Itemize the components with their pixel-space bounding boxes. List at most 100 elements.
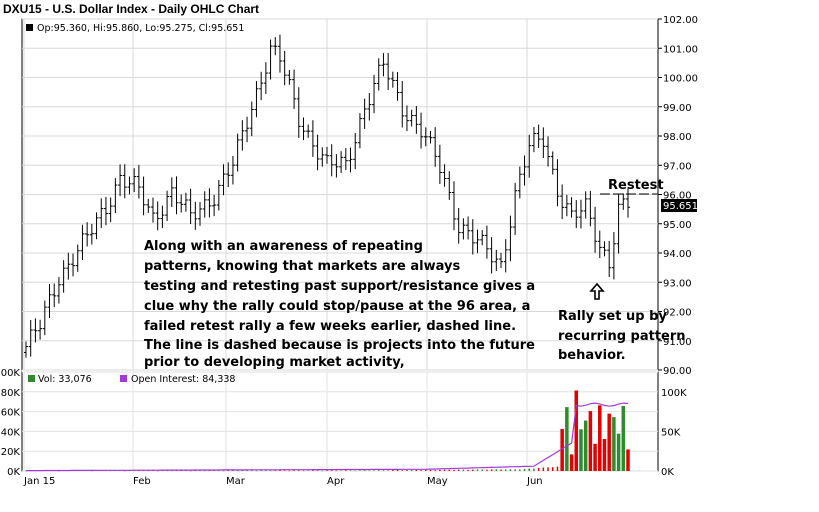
y-tick-label: 93.00 [663, 278, 692, 289]
ohlc-bar [113, 178, 118, 214]
volume-bar [312, 470, 314, 471]
volume-bar [519, 469, 521, 471]
volume-bar [602, 438, 607, 471]
ohlc-bar [136, 165, 141, 199]
ohlc-bar [329, 144, 334, 177]
ohlc-bar [433, 127, 438, 167]
ohlc-bar [386, 53, 391, 91]
ohlc-bar [99, 198, 104, 229]
ohlc-bar [254, 81, 259, 118]
ohlc-bar [127, 176, 132, 195]
ohlc-bar [593, 206, 598, 253]
ohlc-bar [24, 341, 28, 358]
ohlc-bar [419, 112, 424, 149]
ohlc-bar [531, 127, 536, 153]
ohlc-bar [489, 237, 494, 274]
x-tick-label: May [427, 476, 448, 487]
ohlc-bar [376, 58, 381, 91]
y-tick-label: 99.00 [663, 103, 692, 114]
volume-bar [302, 470, 305, 472]
volume-bar [255, 470, 258, 472]
vol-left-tick-label: 0K [7, 467, 20, 478]
ohlc-bar [484, 225, 489, 259]
volume-bar [293, 470, 295, 471]
ohlc-bar [273, 37, 278, 56]
volume-bar [476, 469, 479, 471]
ohlc-bar [47, 283, 52, 318]
ohlc-bar [66, 252, 71, 280]
volume-bar [574, 390, 579, 471]
volume-bar [246, 470, 248, 471]
volume-bar [523, 468, 526, 471]
ohlc-bar [268, 39, 273, 80]
volume-bar [486, 469, 488, 471]
ohlc-bar [428, 130, 433, 144]
ohlc-bar [160, 205, 165, 229]
volume-bar [556, 466, 559, 471]
volume-bar [552, 467, 554, 471]
volume-bar [406, 470, 408, 471]
ohlc-bar [555, 159, 560, 207]
ohlc-bar [188, 188, 193, 225]
volume-bar [203, 470, 206, 472]
retest-label: Restest [608, 178, 664, 193]
ohlc-bar [541, 127, 546, 158]
ohlc-bar [226, 162, 231, 187]
volume-bar [410, 469, 413, 471]
volume-bar [462, 469, 465, 471]
volume-bar [607, 413, 611, 471]
note-line: patterns, knowing that markets are alway… [144, 259, 460, 274]
volume-bar [307, 470, 309, 471]
volume-bar [490, 469, 493, 471]
note-line: The line is dashed because is projects i… [144, 338, 535, 353]
note-line: testing and retesting past support/resis… [144, 279, 535, 294]
ohlc-bar [480, 230, 485, 246]
explanation-note: Along with an awareness of repeating pat… [144, 239, 535, 370]
ohlc-bar [282, 50, 287, 86]
vol-left-tick-label: 20K [1, 447, 21, 458]
volume-bar [326, 470, 328, 471]
ohlc-bar [165, 190, 170, 221]
rally-note-line: behavior. [558, 348, 626, 363]
ohlc-bar [616, 194, 621, 254]
ohlc-bar [451, 181, 456, 231]
volume-bar [208, 470, 211, 471]
rally-note-line: recurring pattern [558, 329, 686, 344]
vol-left-tick-label: 80K [1, 388, 21, 399]
volume-bar [396, 470, 399, 471]
x-tick-label: Jun [526, 476, 543, 487]
price-gridlines [22, 18, 658, 371]
y-tick-label: 91.00 [663, 337, 692, 348]
volume-bar [175, 470, 178, 472]
ohlc-bar [310, 120, 315, 157]
ohlc-bar [423, 127, 428, 147]
rally-note: Rally set up by recurring pattern behavi… [558, 309, 686, 363]
volume-bar [588, 411, 593, 471]
volume-bar [283, 470, 286, 471]
price-y-axis: 90.00 91.00 92.00 93.00 94.00 95.00 96.00 97.00… [658, 15, 698, 377]
volume-bar [171, 470, 173, 472]
volume-bar [227, 470, 229, 471]
volume-bar [222, 470, 225, 472]
x-tick-label: Mar [226, 476, 246, 487]
volume-bar [528, 468, 530, 471]
y-tick-label: 92.00 [663, 308, 692, 319]
ohlc-bar [560, 184, 565, 219]
ohlc-bar [249, 101, 254, 137]
volume-bar [363, 470, 366, 471]
ohlc-bar [536, 124, 541, 149]
volume-bar [565, 407, 569, 471]
note-line: failed retest rally a few weeks earlier,… [144, 319, 516, 334]
note-line: Along with an awareness of repeating [144, 239, 423, 254]
volume-bar [500, 469, 502, 471]
volume-bar [156, 470, 159, 472]
vol-left-tick-label: 60K [1, 408, 21, 419]
ohlc-bar [414, 106, 419, 134]
price-bars [24, 34, 630, 358]
volume-bar [509, 469, 512, 471]
volume-bar [453, 469, 455, 471]
ohlc-bar [550, 151, 555, 175]
volume-bar [330, 470, 333, 471]
ohlc-bar [569, 197, 574, 218]
rally-note-line: Rally set up by [558, 309, 667, 324]
